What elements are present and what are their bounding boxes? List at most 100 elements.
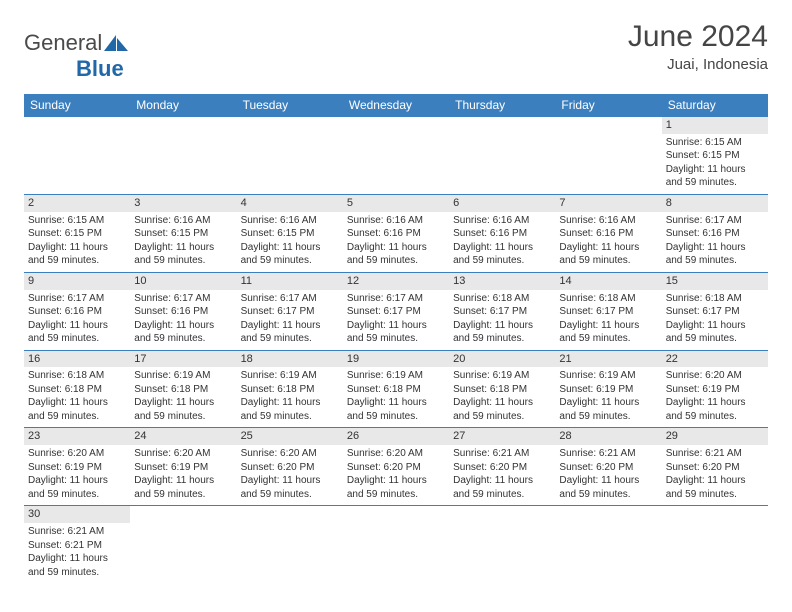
day-number: 4 xyxy=(237,195,343,212)
calendar-cell: 12Sunrise: 6:17 AMSunset: 6:17 PMDayligh… xyxy=(343,272,449,350)
sunrise-text: Sunrise: 6:20 AM xyxy=(241,447,339,461)
calendar-cell: 18Sunrise: 6:19 AMSunset: 6:18 PMDayligh… xyxy=(237,350,343,428)
calendar-cell: 24Sunrise: 6:20 AMSunset: 6:19 PMDayligh… xyxy=(130,428,236,506)
day-number: 23 xyxy=(24,428,130,445)
calendar-cell: 7Sunrise: 6:16 AMSunset: 6:16 PMDaylight… xyxy=(555,194,661,272)
weekday-header: Monday xyxy=(130,94,236,117)
daylight-text: Daylight: 11 hours and 59 minutes. xyxy=(134,319,232,346)
calendar-cell: 28Sunrise: 6:21 AMSunset: 6:20 PMDayligh… xyxy=(555,428,661,506)
day-info: Sunrise: 6:17 AMSunset: 6:17 PMDaylight:… xyxy=(241,292,339,346)
calendar-cell: 22Sunrise: 6:20 AMSunset: 6:19 PMDayligh… xyxy=(662,350,768,428)
day-number: 12 xyxy=(343,273,449,290)
sunrise-text: Sunrise: 6:21 AM xyxy=(559,447,657,461)
logo-text: GeneralBlue xyxy=(24,30,130,82)
day-number: 8 xyxy=(662,195,768,212)
sail-icon xyxy=(103,34,129,52)
sunrise-text: Sunrise: 6:16 AM xyxy=(241,214,339,228)
sunset-text: Sunset: 6:20 PM xyxy=(347,461,445,475)
day-info: Sunrise: 6:16 AMSunset: 6:16 PMDaylight:… xyxy=(559,214,657,268)
day-number: 2 xyxy=(24,195,130,212)
daylight-text: Daylight: 11 hours and 59 minutes. xyxy=(241,241,339,268)
day-info: Sunrise: 6:21 AMSunset: 6:20 PMDaylight:… xyxy=(666,447,764,501)
day-info: Sunrise: 6:17 AMSunset: 6:16 PMDaylight:… xyxy=(28,292,126,346)
day-number: 19 xyxy=(343,351,449,368)
day-info: Sunrise: 6:21 AMSunset: 6:20 PMDaylight:… xyxy=(559,447,657,501)
sunrise-text: Sunrise: 6:19 AM xyxy=(453,369,551,383)
calendar-cell: 3Sunrise: 6:16 AMSunset: 6:15 PMDaylight… xyxy=(130,194,236,272)
day-number: 5 xyxy=(343,195,449,212)
day-info: Sunrise: 6:21 AMSunset: 6:21 PMDaylight:… xyxy=(28,525,126,579)
sunrise-text: Sunrise: 6:21 AM xyxy=(666,447,764,461)
sunrise-text: Sunrise: 6:19 AM xyxy=(559,369,657,383)
calendar-cell: 11Sunrise: 6:17 AMSunset: 6:17 PMDayligh… xyxy=(237,272,343,350)
day-info: Sunrise: 6:16 AMSunset: 6:16 PMDaylight:… xyxy=(347,214,445,268)
day-info: Sunrise: 6:17 AMSunset: 6:16 PMDaylight:… xyxy=(666,214,764,268)
calendar-cell: 27Sunrise: 6:21 AMSunset: 6:20 PMDayligh… xyxy=(449,428,555,506)
calendar-cell: 10Sunrise: 6:17 AMSunset: 6:16 PMDayligh… xyxy=(130,272,236,350)
day-info: Sunrise: 6:19 AMSunset: 6:18 PMDaylight:… xyxy=(241,369,339,423)
sunset-text: Sunset: 6:17 PM xyxy=(347,305,445,319)
day-info: Sunrise: 6:17 AMSunset: 6:16 PMDaylight:… xyxy=(134,292,232,346)
daylight-text: Daylight: 11 hours and 59 minutes. xyxy=(559,396,657,423)
day-info: Sunrise: 6:20 AMSunset: 6:20 PMDaylight:… xyxy=(347,447,445,501)
day-number: 20 xyxy=(449,351,555,368)
sunset-text: Sunset: 6:17 PM xyxy=(559,305,657,319)
sunset-text: Sunset: 6:19 PM xyxy=(666,383,764,397)
day-info: Sunrise: 6:18 AMSunset: 6:17 PMDaylight:… xyxy=(666,292,764,346)
calendar-cell: 19Sunrise: 6:19 AMSunset: 6:18 PMDayligh… xyxy=(343,350,449,428)
logo-text-blue: Blue xyxy=(76,56,124,81)
calendar-cell: 16Sunrise: 6:18 AMSunset: 6:18 PMDayligh… xyxy=(24,350,130,428)
logo: GeneralBlue xyxy=(24,30,130,82)
sunrise-text: Sunrise: 6:19 AM xyxy=(347,369,445,383)
sunset-text: Sunset: 6:15 PM xyxy=(134,227,232,241)
day-number: 22 xyxy=(662,351,768,368)
sunrise-text: Sunrise: 6:17 AM xyxy=(134,292,232,306)
calendar-body: 1Sunrise: 6:15 AMSunset: 6:15 PMDaylight… xyxy=(24,117,768,586)
sunset-text: Sunset: 6:20 PM xyxy=(241,461,339,475)
day-info: Sunrise: 6:20 AMSunset: 6:20 PMDaylight:… xyxy=(241,447,339,501)
sunset-text: Sunset: 6:18 PM xyxy=(453,383,551,397)
calendar-cell xyxy=(130,506,236,586)
day-info: Sunrise: 6:19 AMSunset: 6:18 PMDaylight:… xyxy=(134,369,232,423)
calendar-cell: 26Sunrise: 6:20 AMSunset: 6:20 PMDayligh… xyxy=(343,428,449,506)
calendar-cell xyxy=(237,117,343,195)
sunset-text: Sunset: 6:16 PM xyxy=(347,227,445,241)
calendar-cell xyxy=(555,506,661,586)
daylight-text: Daylight: 11 hours and 59 minutes. xyxy=(28,319,126,346)
sunset-text: Sunset: 6:17 PM xyxy=(453,305,551,319)
logo-text-general: General xyxy=(24,30,102,55)
calendar-cell: 6Sunrise: 6:16 AMSunset: 6:16 PMDaylight… xyxy=(449,194,555,272)
weekday-header: Friday xyxy=(555,94,661,117)
sunrise-text: Sunrise: 6:17 AM xyxy=(28,292,126,306)
day-number: 9 xyxy=(24,273,130,290)
calendar-cell xyxy=(343,506,449,586)
calendar-cell: 5 Sunrise: 6:16 AMSunset: 6:16 PMDaylight… xyxy=(343,194,449,272)
sunset-text: Sunset: 6:15 PM xyxy=(666,149,764,163)
sunset-text: Sunset: 6:16 PM xyxy=(134,305,232,319)
sunrise-text: Sunrise: 6:18 AM xyxy=(28,369,126,383)
calendar-cell: 14Sunrise: 6:18 AMSunset: 6:17 PMDayligh… xyxy=(555,272,661,350)
calendar-cell xyxy=(130,117,236,195)
day-number: 30 xyxy=(24,506,130,523)
sunrise-text: Sunrise: 6:18 AM xyxy=(666,292,764,306)
sunset-text: Sunset: 6:16 PM xyxy=(453,227,551,241)
sunset-text: Sunset: 6:15 PM xyxy=(241,227,339,241)
daylight-text: Daylight: 11 hours and 59 minutes. xyxy=(28,241,126,268)
daylight-text: Daylight: 11 hours and 59 minutes. xyxy=(134,474,232,501)
daylight-text: Daylight: 11 hours and 59 minutes. xyxy=(666,241,764,268)
daylight-text: Daylight: 11 hours and 59 minutes. xyxy=(241,319,339,346)
sunrise-text: Sunrise: 6:20 AM xyxy=(666,369,764,383)
calendar-cell xyxy=(449,506,555,586)
weekday-header: Saturday xyxy=(662,94,768,117)
day-info: Sunrise: 6:20 AMSunset: 6:19 PMDaylight:… xyxy=(28,447,126,501)
calendar-cell: 29Sunrise: 6:21 AMSunset: 6:20 PMDayligh… xyxy=(662,428,768,506)
calendar-cell: 2Sunrise: 6:15 AMSunset: 6:15 PMDaylight… xyxy=(24,194,130,272)
daylight-text: Daylight: 11 hours and 59 minutes. xyxy=(559,474,657,501)
weekday-header-row: SundayMondayTuesdayWednesdayThursdayFrid… xyxy=(24,94,768,117)
sunset-text: Sunset: 6:17 PM xyxy=(241,305,339,319)
calendar-cell xyxy=(662,506,768,586)
sunrise-text: Sunrise: 6:17 AM xyxy=(241,292,339,306)
sunset-text: Sunset: 6:19 PM xyxy=(559,383,657,397)
daylight-text: Daylight: 11 hours and 59 minutes. xyxy=(134,241,232,268)
calendar-week-row: 2Sunrise: 6:15 AMSunset: 6:15 PMDaylight… xyxy=(24,194,768,272)
